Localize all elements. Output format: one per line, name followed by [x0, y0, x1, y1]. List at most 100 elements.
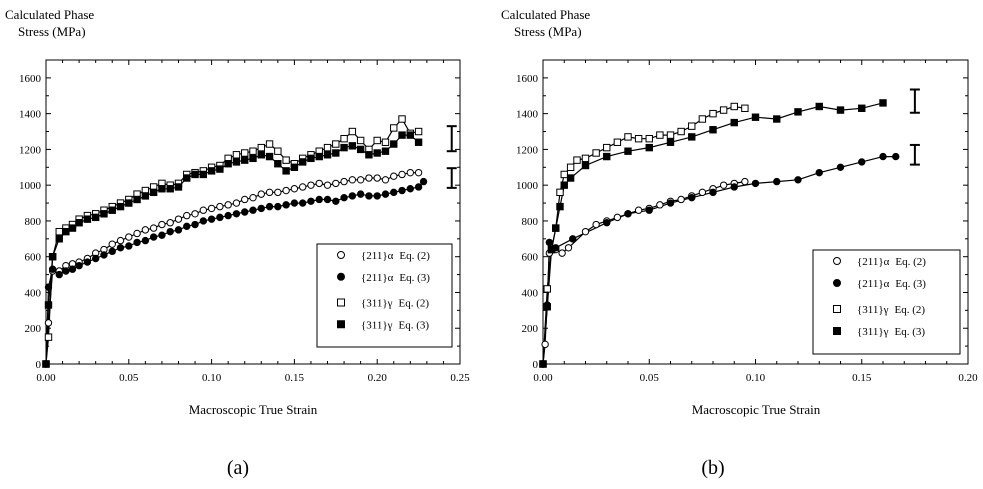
- data-point: [274, 188, 282, 197]
- data-point: [581, 154, 590, 163]
- data-point: [315, 179, 323, 188]
- x-tick-label: 0.15: [285, 372, 305, 384]
- data-point: [879, 152, 887, 161]
- data-point: [133, 195, 141, 204]
- y-ticks: 0 200 400 600 800 1000 1200 1400 1600: [516, 59, 968, 371]
- data-point: [249, 147, 257, 155]
- data-point: [191, 220, 199, 229]
- x-axis-label: Macroscopic True Strain: [189, 402, 318, 417]
- data-point: [581, 161, 590, 170]
- data-point: [274, 202, 282, 211]
- y-tick-label: 400: [25, 287, 42, 299]
- data-point: [356, 145, 365, 154]
- y-tick-label: 200: [522, 323, 539, 335]
- data-point: [545, 238, 554, 247]
- error-bars: [909, 88, 920, 166]
- y-tick-label: 1600: [516, 73, 539, 85]
- data-point: [677, 195, 685, 204]
- data-point: [858, 104, 866, 112]
- data-point: [730, 102, 738, 111]
- y-tick-label: 600: [25, 252, 42, 264]
- data-point: [592, 149, 600, 157]
- data-point: [381, 176, 390, 184]
- data-point: [216, 165, 224, 173]
- data-point: [543, 285, 551, 293]
- data-point: [207, 167, 216, 175]
- data-point: [83, 258, 92, 266]
- data-point: [44, 301, 53, 309]
- data-point: [603, 219, 611, 227]
- data-point: [265, 188, 274, 197]
- data-point: [133, 229, 141, 238]
- data-point: [249, 154, 257, 163]
- legend-marker: [833, 305, 841, 313]
- error-bars: [446, 125, 457, 189]
- data-point: [624, 210, 632, 218]
- y-tick-label: 800: [522, 216, 539, 228]
- y-axis-label-line2: Stress (MPa): [18, 24, 86, 39]
- data-point: [356, 176, 365, 184]
- x-tick-label: 0.20: [958, 372, 978, 384]
- data-point: [348, 142, 357, 150]
- x-tick-label: 0.05: [119, 372, 139, 384]
- data-point: [340, 134, 348, 143]
- data-point: [158, 185, 166, 193]
- data-point: [125, 233, 133, 241]
- data-point: [794, 176, 802, 184]
- data-point: [48, 265, 57, 273]
- data-point: [183, 222, 191, 231]
- series-line: [542, 102, 884, 365]
- data-point: [108, 240, 116, 248]
- y-tick-label: 200: [25, 323, 42, 335]
- data-point: [666, 131, 675, 139]
- data-point: [879, 99, 887, 107]
- legend-entry: {211}α Eq. (2): [361, 250, 430, 262]
- data-point: [68, 224, 77, 232]
- data-point: [741, 104, 749, 112]
- y-tick-label: 1400: [19, 109, 42, 121]
- panel-label: (b): [701, 457, 724, 479]
- data-point: [892, 152, 900, 161]
- data-point: [560, 170, 568, 179]
- data-point: [166, 185, 174, 193]
- data-point: [751, 113, 760, 121]
- legend-marker: [337, 251, 345, 259]
- data-point: [166, 219, 174, 227]
- data-point: [290, 163, 299, 171]
- data-point: [558, 249, 566, 257]
- data-point: [398, 186, 406, 195]
- legend: {211}α Eq. (2) {211}α Eq. (3) {311}γ Eq. (2) {…: [316, 243, 453, 348]
- legend-marker: [833, 327, 841, 335]
- chart-panel-a: Calculated Phase Stress (MPa) 0 200 400 600…: [5, 7, 470, 479]
- data-point: [645, 143, 653, 152]
- data-point: [224, 211, 232, 220]
- data-point: [373, 149, 381, 157]
- x-tick-label: 0.20: [368, 372, 388, 384]
- data-point: [224, 201, 232, 209]
- data-point: [116, 202, 125, 211]
- data-point: [315, 152, 323, 161]
- data-point: [199, 206, 208, 214]
- data-point: [592, 220, 600, 229]
- data-point: [83, 215, 92, 223]
- data-point: [794, 108, 802, 116]
- data-point: [199, 170, 208, 179]
- data-point: [323, 195, 332, 204]
- data-point: [116, 236, 125, 245]
- data-point: [603, 143, 611, 152]
- data-point: [298, 199, 307, 207]
- data-point: [257, 190, 265, 198]
- data-point: [365, 151, 373, 159]
- data-point: [398, 115, 406, 123]
- data-point: [149, 233, 158, 241]
- legend-entry: {311}γ Eq. (2): [857, 304, 925, 316]
- data-point: [365, 192, 373, 200]
- y-tick-label: 1200: [19, 144, 42, 156]
- data-point: [419, 177, 428, 186]
- data-point: [282, 186, 290, 195]
- data-point: [340, 177, 348, 186]
- data-point: [815, 102, 823, 111]
- data-point: [108, 247, 116, 256]
- data-point: [709, 126, 717, 134]
- data-point: [613, 138, 622, 146]
